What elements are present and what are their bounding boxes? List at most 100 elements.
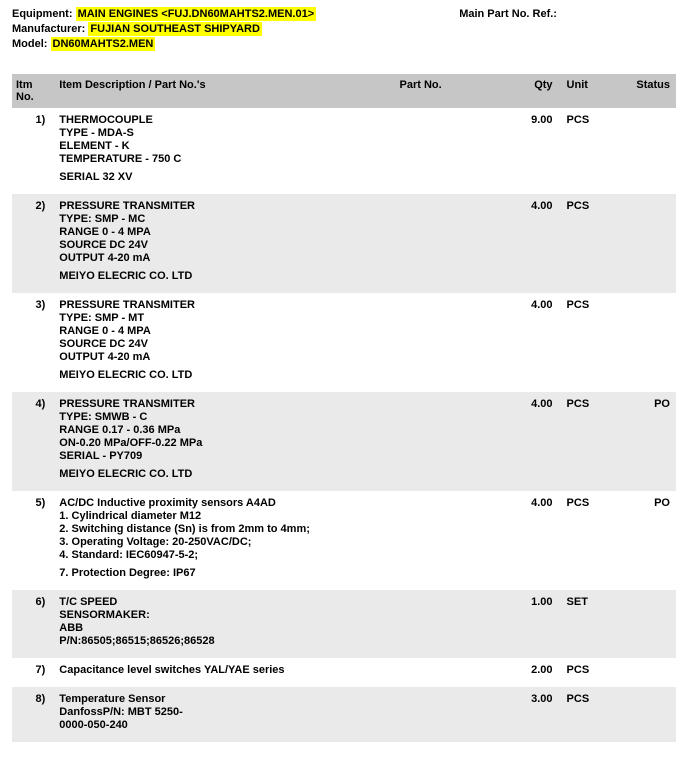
desc-line: 0000-050-240 [59, 719, 391, 731]
cell-qty: 1.00 [519, 590, 562, 658]
cell-itm: 5) [12, 491, 55, 590]
cell-status [614, 194, 676, 293]
desc-line: TYPE: SMP - MT [59, 312, 391, 324]
desc-line: P/N:86505;86515;86526;86528 [59, 635, 391, 647]
desc-line: OUTPUT 4-20 mA [59, 252, 391, 264]
cell-part-no [396, 194, 520, 293]
cell-unit: PCS [563, 491, 615, 590]
cell-part-no [396, 108, 520, 194]
cell-part-no [396, 392, 520, 491]
cell-itm: 8) [12, 687, 55, 742]
cell-qty: 4.00 [519, 293, 562, 392]
cell-status: PO [614, 392, 676, 491]
model-label: Model: [12, 38, 47, 50]
equipment-label: Equipment: [12, 8, 73, 20]
cell-unit: PCS [563, 658, 615, 687]
cell-part-no [396, 293, 520, 392]
cell-status [614, 658, 676, 687]
cell-part-no [396, 687, 520, 742]
desc-line: ELEMENT - K [59, 140, 391, 152]
header-manufacturer-line: Manufacturer: FUJIAN SOUTHEAST SHIPYARD [12, 23, 676, 35]
desc-line: 4. Standard: IEC60947-5-2; [59, 549, 391, 561]
table-row: 6)T/C SPEEDSENSORMAKER:ABBP/N:86505;8651… [12, 590, 676, 658]
cell-unit: PCS [563, 687, 615, 742]
cell-status [614, 108, 676, 194]
cell-qty: 2.00 [519, 658, 562, 687]
desc-line: MEIYO ELECRIC CO. LTD [59, 270, 391, 282]
cell-unit: PCS [563, 108, 615, 194]
desc-line: OUTPUT 4-20 mA [59, 351, 391, 363]
desc-line: TYPE: SMP - MC [59, 213, 391, 225]
desc-line: SERIAL 32 XV [59, 171, 391, 183]
cell-description: Temperature SensorDanfossP/N: MBT 5250-0… [55, 687, 395, 742]
desc-line: 3. Operating Voltage: 20-250VAC/DC; [59, 536, 391, 548]
col-header-unit: Unit [563, 74, 615, 108]
cell-unit: SET [563, 590, 615, 658]
cell-qty: 4.00 [519, 491, 562, 590]
cell-unit: PCS [563, 392, 615, 491]
desc-line: TYPE - MDA-S [59, 127, 391, 139]
cell-qty: 3.00 [519, 687, 562, 742]
cell-itm: 2) [12, 194, 55, 293]
table-row: 4)PRESSURE TRANSMITERTYPE: SMWB - CRANGE… [12, 392, 676, 491]
table-header-row: Itm No. Item Description / Part No.'s Pa… [12, 74, 676, 108]
cell-qty: 4.00 [519, 392, 562, 491]
desc-line: TEMPERATURE - 750 C [59, 153, 391, 165]
cell-itm: 6) [12, 590, 55, 658]
table-row: 3)PRESSURE TRANSMITERTYPE: SMP - MTRANGE… [12, 293, 676, 392]
manufacturer-label: Manufacturer: [12, 23, 85, 35]
parts-table: Itm No. Item Description / Part No.'s Pa… [12, 74, 676, 742]
equipment-value: MAIN ENGINES <FUJ.DN60MAHTS2.MEN.01> [76, 7, 317, 21]
desc-line: SERIAL - PY709 [59, 450, 391, 462]
model-value: DN60MAHTS2.MEN [51, 37, 156, 51]
desc-line: SOURCE DC 24V [59, 239, 391, 251]
col-header-qty: Qty [519, 74, 562, 108]
desc-line: Capacitance level switches YAL/YAE serie… [59, 664, 391, 676]
col-header-part: Part No. [396, 74, 520, 108]
desc-line: ABB [59, 622, 391, 634]
table-row: 1)THERMOCOUPLETYPE - MDA-SELEMENT - KTEM… [12, 108, 676, 194]
cell-status: PO [614, 491, 676, 590]
cell-description: PRESSURE TRANSMITERTYPE: SMWB - CRANGE 0… [55, 392, 395, 491]
desc-line: PRESSURE TRANSMITER [59, 200, 391, 212]
cell-status [614, 687, 676, 742]
cell-description: PRESSURE TRANSMITERTYPE: SMP - MTRANGE 0… [55, 293, 395, 392]
desc-line: SOURCE DC 24V [59, 338, 391, 350]
desc-line: AC/DC Inductive proximity sensors A4AD [59, 497, 391, 509]
cell-itm: 4) [12, 392, 55, 491]
cell-description: Capacitance level switches YAL/YAE serie… [55, 658, 395, 687]
cell-status [614, 590, 676, 658]
table-row: 7) Capacitance level switches YAL/YAE ser… [12, 658, 676, 687]
desc-line: DanfossP/N: MBT 5250- [59, 706, 391, 718]
desc-line: RANGE 0 - 4 MPA [59, 325, 391, 337]
desc-line: 2. Switching distance (Sn) is from 2mm t… [59, 523, 391, 535]
desc-line: SENSORMAKER: [59, 609, 391, 621]
col-header-status: Status [614, 74, 676, 108]
cell-qty: 9.00 [519, 108, 562, 194]
cell-part-no [396, 590, 520, 658]
cell-part-no [396, 491, 520, 590]
desc-line: Temperature Sensor [59, 693, 391, 705]
manufacturer-value: FUJIAN SOUTHEAST SHIPYARD [88, 22, 262, 36]
desc-line: RANGE 0 - 4 MPA [59, 226, 391, 238]
table-row: 8)Temperature SensorDanfossP/N: MBT 5250… [12, 687, 676, 742]
desc-line: MEIYO ELECRIC CO. LTD [59, 369, 391, 381]
table-row: 2) PRESSURE TRANSMITERTYPE: SMP - MCRANGE… [12, 194, 676, 293]
desc-line: 1. Cylindrical diameter M12 [59, 510, 391, 522]
cell-description: T/C SPEEDSENSORMAKER:ABBP/N:86505;86515;… [55, 590, 395, 658]
cell-itm: 7) [12, 658, 55, 687]
table-row: 5)AC/DC Inductive proximity sensors A4AD… [12, 491, 676, 590]
cell-status [614, 293, 676, 392]
desc-line: MEIYO ELECRIC CO. LTD [59, 468, 391, 480]
desc-line: T/C SPEED [59, 596, 391, 608]
cell-description: AC/DC Inductive proximity sensors A4AD1.… [55, 491, 395, 590]
desc-line: 7. Protection Degree: IP67 [59, 567, 391, 579]
cell-qty: 4.00 [519, 194, 562, 293]
cell-unit: PCS [563, 293, 615, 392]
desc-line: ON-0.20 MPa/OFF-0.22 MPa [59, 437, 391, 449]
cell-description: THERMOCOUPLETYPE - MDA-SELEMENT - KTEMPE… [55, 108, 395, 194]
desc-line: THERMOCOUPLE [59, 114, 391, 126]
cell-part-no [396, 658, 520, 687]
desc-line: RANGE 0.17 - 0.36 MPa [59, 424, 391, 436]
main-part-ref-label: Main Part No. Ref.: [459, 8, 557, 20]
